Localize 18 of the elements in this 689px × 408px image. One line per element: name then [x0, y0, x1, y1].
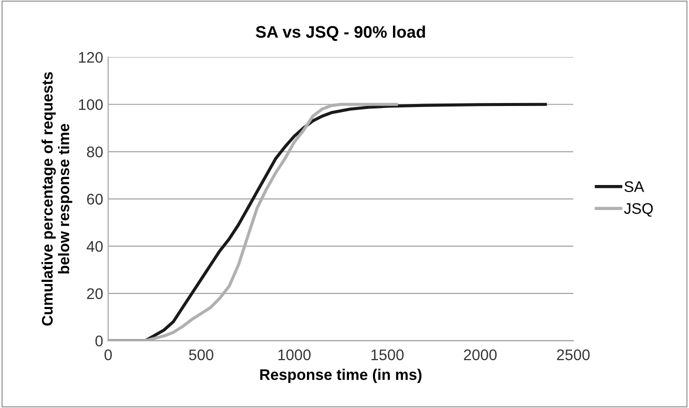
x-tick-label: 2000	[464, 349, 497, 360]
y-tick-label: 80	[86, 146, 103, 158]
legend-label: SA	[624, 181, 644, 192]
y-tick-label: 20	[87, 288, 103, 300]
y-tick-label: 120	[78, 52, 103, 63]
x-tick-label: 0	[104, 349, 112, 360]
y-tick-label: 0	[95, 336, 103, 346]
x-tick-label: 1500	[371, 349, 404, 360]
y-tick-label: 40	[86, 241, 103, 252]
x-tick-label: 1000	[278, 349, 311, 360]
x-tick-label: 2500	[557, 349, 590, 360]
y-axis-title: Cumulative percentage of requests below response time	[42, 72, 72, 326]
y-tick-label: 60	[87, 194, 103, 205]
y-tick-label: 100	[78, 99, 103, 110]
legend-label: JSQ	[624, 203, 653, 217]
x-tick-label: 500	[189, 349, 214, 360]
x-axis-title: Response time (in ms)	[260, 368, 422, 384]
chart-title: SA vs JSQ - 90% load	[256, 26, 425, 41]
